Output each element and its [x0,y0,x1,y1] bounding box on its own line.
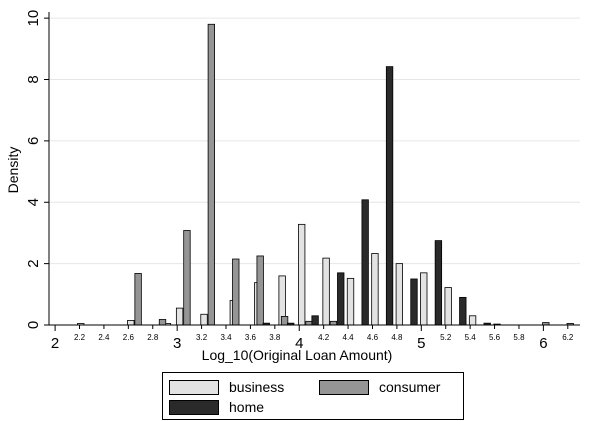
x-tick-label-major: 6 [539,335,547,352]
bar-business [200,313,208,326]
x-tick-label-minor: 3.6 [245,333,257,342]
x-tick-label-minor: 2.6 [123,333,135,342]
x-tick-label-minor: 3.2 [196,333,208,342]
bar-business [371,253,379,326]
x-tick-label-minor: 6.2 [562,333,574,342]
legend-item-consumer: consumer [319,379,440,395]
bar-consumer [280,316,289,326]
bar-home [459,296,467,326]
x-tick-label-minor: 4.2 [318,333,330,342]
bar-business [395,263,403,326]
x-tick-label-major: 2 [51,335,59,352]
y-axis-title: Density [5,147,21,194]
bar-consumer [232,258,240,326]
bar-business [322,257,330,326]
y-tick-label: 2 [25,259,42,267]
bar-business [468,315,477,326]
axes: 0 2 4 6 8 10 2 3 4 5 6 2.2 2.4 2.6 2.8 3.2 3.4 3.6 3.8 4.2 4… [25,10,580,352]
y-tick-label: 10 [25,10,42,27]
x-tick-label-minor: 4.8 [391,333,403,342]
x-tick-label-minor: 3.8 [269,333,281,342]
x-tick-label-minor: 2.2 [74,333,86,342]
y-tick-label: 6 [25,137,42,145]
x-tick-label-minor: 5.2 [440,333,452,342]
bar-consumer [305,320,313,326]
bar-consumer [183,230,191,326]
legend-label-consumer: consumer [379,379,441,395]
bar-consumer [158,319,167,326]
legend-item-business: business [169,379,284,395]
x-axis-title: Log_10(Original Loan Amount) [202,347,393,363]
x-tick-label-major: 5 [417,335,425,352]
x-tick-label-major: 4 [295,335,303,352]
bar-home [434,240,443,326]
legend-label-business: business [229,379,285,395]
bar-business [346,277,355,326]
gridlines [49,17,580,265]
legend-label-home: home [229,399,265,415]
y-tick-label: 8 [25,75,42,83]
legend: business consumer home [162,372,464,420]
bar-business [420,272,428,326]
x-tick-label-minor: 2.4 [98,333,110,342]
x-tick-label-minor: 3.4 [220,333,232,342]
bar-home [337,272,345,326]
x-tick-label-minor: 4.4 [343,333,355,342]
y-tick-label: 0 [25,321,42,329]
bar-business [444,287,452,326]
bar-consumer [134,273,142,326]
legend-swatch-business [169,379,219,395]
x-tick-label-major: 3 [173,335,181,352]
x-tick-label-minor: 5.4 [465,333,477,342]
bar-consumer [329,320,338,326]
bar-consumer [207,23,216,326]
bars [77,23,574,326]
bar-home [361,199,369,326]
bar-business [175,307,184,326]
legend-swatch-consumer [319,379,369,395]
bar-home [385,66,394,326]
x-tick-label-minor: 2.8 [147,333,159,342]
bar-home [311,315,319,326]
x-tick-label-minor: 5.8 [513,333,525,342]
bar-home [410,278,418,326]
x-tick-label-minor: 4.6 [367,333,379,342]
legend-swatch-home [169,399,219,415]
y-tick-label: 4 [25,198,42,206]
legend-item-home: home [169,399,264,415]
bar-business [127,319,135,326]
bar-consumer [256,255,264,326]
x-tick-label-minor: 5.6 [489,333,501,342]
bar-business [298,223,306,326]
